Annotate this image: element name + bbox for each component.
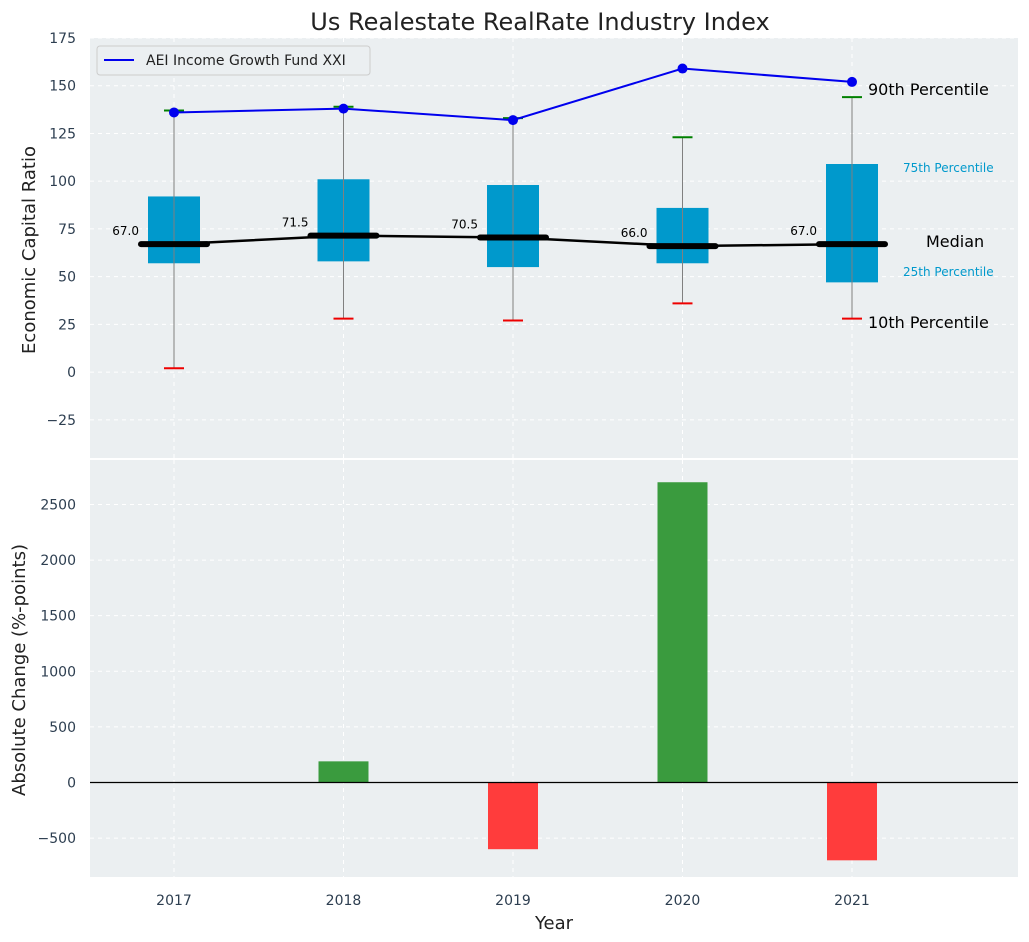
annotation-10th: 10th Percentile — [868, 313, 989, 332]
top-y-tick-label: 25 — [58, 317, 76, 333]
annotation-75th: 75th Percentile — [903, 161, 994, 175]
x-tick-label: 2020 — [665, 893, 701, 909]
bottom-panel-background — [90, 460, 1018, 877]
fund-point — [508, 115, 518, 126]
bottom-y-tick-label: −500 — [38, 831, 76, 847]
x-axis-title: Year — [534, 913, 574, 934]
top-panel-background — [90, 38, 1018, 458]
bottom-y-tick-label: 0 — [67, 775, 76, 791]
top-y-tick-label: 100 — [49, 174, 76, 190]
annotation-25th: 25th Percentile — [903, 265, 994, 279]
fund-point — [338, 103, 349, 114]
top-panel-marks: 67.0 71.5 70.5 66.0 67.0 — [112, 63, 888, 370]
bottom-y-tick-label: 500 — [49, 720, 76, 736]
x-tick-label: 2021 — [834, 893, 870, 909]
top-y-tick-label: 125 — [49, 126, 76, 142]
bottom-y-tick-label: 2500 — [40, 497, 76, 513]
top-y-tick-label: 0 — [67, 365, 76, 381]
x-tick-label: 2018 — [326, 893, 362, 909]
top-y-tick-label: −25 — [46, 413, 76, 429]
legend: AEI Income Growth Fund XXI — [96, 45, 371, 76]
median-value-label: 67.0 — [112, 224, 139, 238]
change-bar — [827, 782, 877, 861]
annotation-90th: 90th Percentile — [868, 80, 989, 99]
top-y-axis-title: Economic Capital Ratio — [19, 146, 40, 354]
top-y-tick-label: 75 — [58, 222, 76, 238]
bottom-y-tick-label: 2000 — [40, 553, 76, 569]
bottom-y-tick-label: 1500 — [40, 609, 76, 625]
legend-box — [96, 45, 371, 76]
axis-ticks: −25 0 25 50 75 100 125 150 175 −500 0 500 1000 1500 20… — [38, 31, 870, 909]
bottom-y-tick-label: 1000 — [40, 664, 76, 680]
change-bar — [657, 482, 708, 783]
top-y-tick-label: 50 — [58, 270, 76, 286]
fund-point — [847, 76, 857, 87]
median-value-label: 71.5 — [282, 216, 309, 230]
x-tick-label: 2019 — [495, 893, 531, 909]
bottom-panel-marks — [90, 482, 1018, 861]
change-bar — [488, 782, 538, 850]
change-bar — [318, 761, 369, 783]
x-tick-label: 2017 — [156, 893, 192, 909]
fund-point — [169, 107, 179, 118]
median-value-label: 70.5 — [451, 218, 478, 232]
top-y-tick-label: 175 — [49, 31, 76, 47]
bottom-y-axis-title: Absolute Change (%-points) — [9, 544, 30, 796]
median-value-label: 66.0 — [621, 226, 648, 240]
annotation-median: Median — [926, 232, 984, 251]
top-y-tick-label: 150 — [49, 79, 76, 95]
legend-label: AEI Income Growth Fund XXI — [146, 53, 346, 69]
fund-point — [677, 63, 688, 74]
median-value-label: 67.0 — [790, 224, 817, 238]
chart-title: Us Realestate RealRate Industry Index — [310, 8, 769, 36]
